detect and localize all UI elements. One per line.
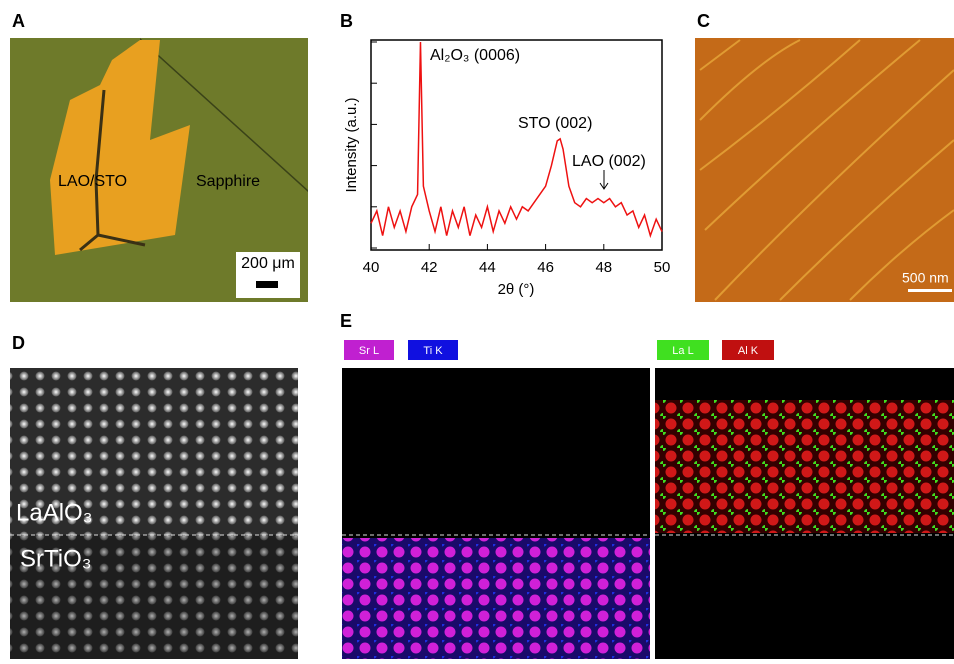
sr-ti-map (342, 538, 650, 659)
x-axis-label: 2θ (°) (498, 281, 535, 298)
annotation: LAO (002) (572, 153, 646, 170)
label: Sapphire (196, 173, 260, 190)
legend-label: Ti K (423, 345, 443, 357)
annotation: Al₂O₃ (0006) (430, 47, 520, 64)
layer-label: SrTiO₃ (20, 545, 92, 572)
page: A LAO/STO Sapphire 200 μm B 40 42 44 46 48 50… (0, 0, 954, 659)
figure: A LAO/STO Sapphire 200 μm B 40 42 44 46 48 50… (0, 0, 954, 659)
panel-label: E (340, 311, 352, 331)
x-tick-label: 42 (421, 259, 438, 276)
panel-label: C (697, 11, 710, 31)
legend-label: La L (672, 345, 693, 357)
arrow (600, 170, 608, 189)
legend-label: Al K (738, 345, 759, 357)
x-tick-label: 46 (537, 259, 554, 276)
panel-label: A (12, 11, 25, 31)
x-tick-label: 50 (654, 259, 671, 276)
x-tick-label: 44 (479, 259, 496, 276)
scale-label: 200 μm (241, 255, 295, 272)
scale-bar (256, 281, 278, 288)
y-axis-label: Intensity (a.u.) (343, 97, 360, 192)
legend-label: Sr L (359, 345, 379, 357)
layer-label: LaAlO₃ (16, 499, 92, 526)
panel-label: D (12, 333, 25, 353)
afm-image (695, 38, 954, 302)
scale-bar (908, 289, 952, 292)
scale-label: 500 nm (902, 270, 949, 286)
data-line (371, 42, 662, 236)
x-tick-label: 48 (595, 259, 612, 276)
chart: 40 42 44 46 48 50 2θ (°) Intensity (a.u.) Al₂O₃ … (343, 40, 670, 298)
la-al-map (655, 400, 954, 533)
panel-label: B (340, 11, 353, 31)
annotation: STO (002) (518, 115, 592, 132)
x-tick-label: 40 (363, 259, 380, 276)
label: LAO/STO (58, 173, 127, 190)
